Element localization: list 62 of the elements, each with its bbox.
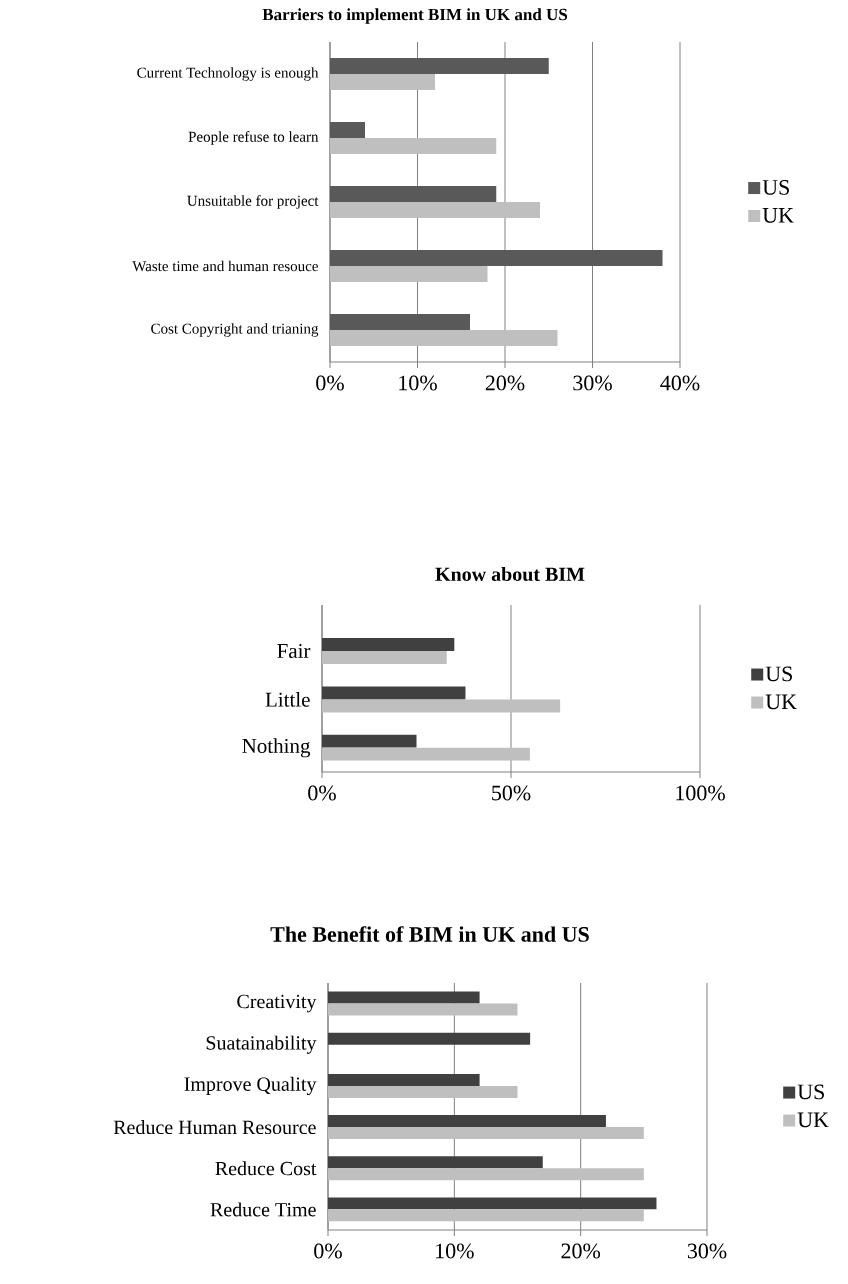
x-tick-label: 0% [308,785,336,801]
chart-title: Barriers to implement BIM in UK and US [262,8,568,24]
y-tick-label: Improve Quality [184,1076,317,1096]
bar [328,1209,644,1222]
bar [330,121,366,138]
x-tick-label: 10% [399,375,437,391]
legend-label: UK [797,1112,829,1128]
y-tick-label: Little [265,692,310,707]
bar [328,991,480,1004]
bar [330,73,436,90]
x-tick-label: 40% [660,375,700,391]
x-tick-label: 30% [687,1243,727,1259]
x-tick-label: 30% [573,375,612,391]
y-tick-label: People refuse to learn [188,131,319,145]
legend-label: US [762,180,789,195]
bar [322,650,447,664]
bar [330,185,497,202]
bar [328,1127,644,1140]
bar [330,201,541,218]
bar [330,57,549,74]
legend-label: US [797,1084,824,1100]
bar [330,313,470,330]
bar [328,1003,518,1016]
bar [328,1156,543,1169]
bar [328,1197,657,1210]
bar [322,734,417,748]
chart-title: Know about BIM [435,566,585,582]
x-tick-label: 10% [436,1243,474,1259]
x-tick-label: 50% [492,785,531,801]
bar [330,137,497,154]
y-tick-label: Suatainability [206,1035,317,1054]
bar [328,1168,644,1181]
bar [328,1085,518,1098]
chart-title: The Benefit of BIM in UK and US [270,926,589,942]
y-tick-label: Unsuitable for project [187,195,319,209]
y-tick-label: Waste time and human resouce [132,260,318,272]
y-tick-label: Cost Copyright and trianing [151,323,319,337]
bar [328,1073,480,1086]
bar [328,1032,531,1045]
y-tick-label: Reduce Human Resource [113,1120,316,1135]
bar [322,699,561,713]
x-tick-label: 0% [316,375,344,391]
y-tick-label: Reduce Cost [215,1161,317,1176]
bar [330,249,663,266]
y-tick-label: Current Technology is enough [137,67,319,81]
y-tick-label: Nothing [242,738,311,758]
y-tick-label: Creativity [237,994,317,1013]
bar [322,637,455,651]
legend-label: UK [762,208,794,223]
x-tick-label: 100% [676,785,725,801]
x-tick-label: 20% [485,375,525,391]
legend-label: US [765,666,792,682]
legend-label: UK [765,694,797,710]
x-tick-label: 0% [314,1243,342,1259]
bar [322,747,530,761]
y-tick-label: Fair [277,643,311,659]
bar [330,329,558,346]
y-tick-label: Reduce Time [210,1202,316,1217]
bar [330,265,488,282]
bar [328,1115,606,1128]
bar [322,686,466,700]
x-tick-label: 20% [561,1243,601,1259]
